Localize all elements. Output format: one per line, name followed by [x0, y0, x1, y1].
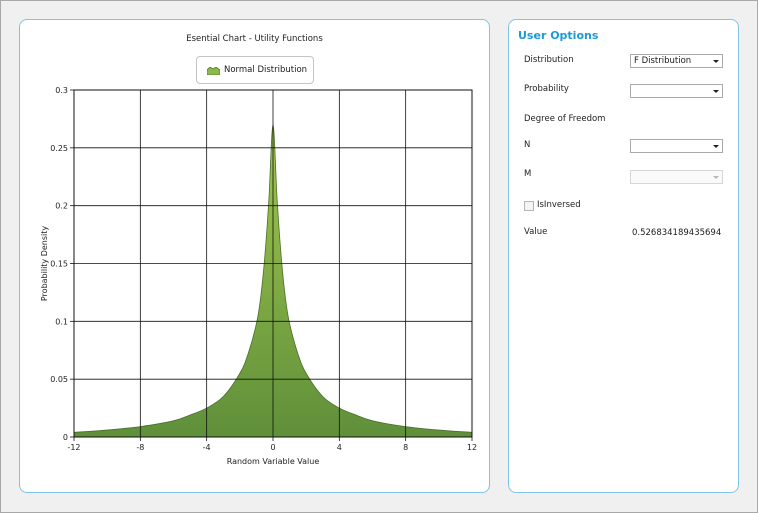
- m-combobox[interactable]: [630, 170, 723, 184]
- user-options-panel: User Options Distribution F Distribution…: [508, 19, 739, 493]
- x-tick-label: -4: [203, 443, 211, 452]
- y-tick-label: 0.1: [55, 317, 68, 326]
- chevron-down-icon[interactable]: [709, 171, 722, 183]
- y-tick-label: 0: [63, 433, 68, 442]
- probability-label: Probability: [524, 84, 569, 94]
- x-tick-label: 8: [403, 443, 408, 452]
- y-tick-label: 0.3: [55, 86, 68, 95]
- chart-legend: Normal Distribution: [196, 56, 314, 84]
- m-label: M: [524, 169, 532, 179]
- distribution-label: Distribution: [524, 55, 574, 65]
- distribution-combobox[interactable]: F Distribution: [630, 54, 723, 68]
- y-tick-label: 0.05: [50, 375, 68, 384]
- x-tick-label: 0: [270, 443, 275, 452]
- n-label: N: [524, 140, 531, 150]
- y-tick-label: 0.25: [50, 144, 68, 153]
- x-tick-label: -8: [136, 443, 144, 452]
- chart-plot: -12 -8 -4 0 4 8 12 0 0.05 0.1 0.15 0.2 0.25 0.3 Random…: [40, 86, 477, 466]
- chart-panel: Esential Chart - Utility Functions Norma…: [19, 19, 490, 493]
- isinversed-label[interactable]: IsInversed: [537, 200, 581, 210]
- x-tick-label: -12: [67, 443, 80, 452]
- value-result: 0.526834189435694: [632, 228, 722, 238]
- distribution-value: F Distribution: [634, 56, 692, 66]
- legend-swatch-icon: [207, 67, 220, 75]
- x-tick-label: 4: [337, 443, 342, 452]
- chart-title: Esential Chart - Utility Functions: [186, 34, 323, 44]
- x-tick-label: 12: [467, 443, 477, 452]
- chevron-down-icon[interactable]: [709, 55, 722, 67]
- options-title: User Options: [518, 29, 599, 42]
- chevron-down-icon[interactable]: [709, 85, 722, 97]
- chevron-down-icon[interactable]: [709, 140, 722, 152]
- x-axis-title: Random Variable Value: [227, 457, 320, 466]
- isinversed-checkbox[interactable]: [524, 201, 534, 211]
- legend-label: Normal Distribution: [224, 65, 308, 75]
- y-tick-label: 0.2: [55, 202, 68, 211]
- probability-combobox[interactable]: [630, 84, 723, 98]
- y-axis-title: Probability Density: [40, 226, 49, 302]
- y-tick-label: 0.15: [50, 260, 68, 269]
- n-combobox[interactable]: [630, 139, 723, 153]
- degree-of-freedom-label: Degree of Freedom: [524, 114, 606, 124]
- value-label: Value: [524, 227, 548, 237]
